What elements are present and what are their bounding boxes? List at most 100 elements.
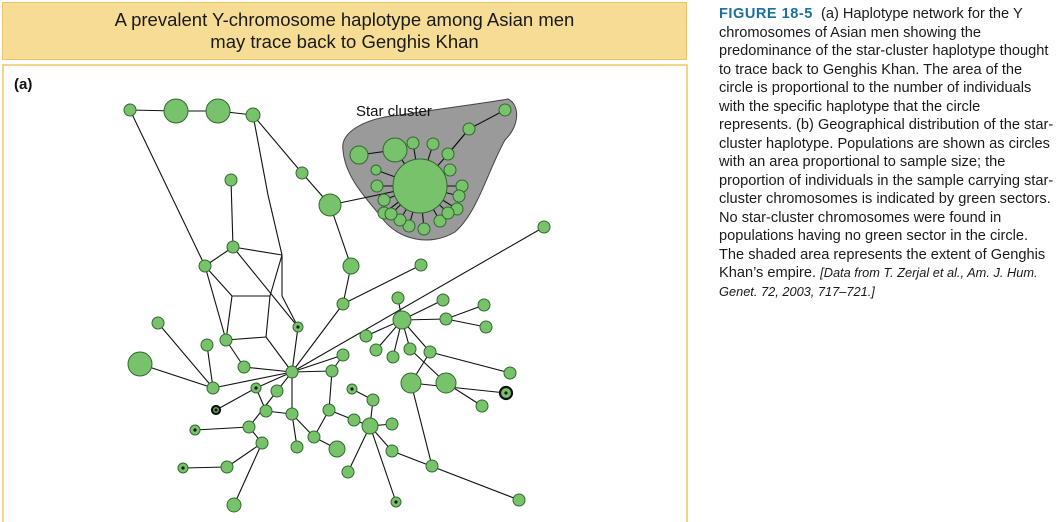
source-journal: Am. J. Hum. Genet.: [719, 265, 1038, 299]
star-cluster-node: [402, 219, 416, 233]
network-edge: [291, 370, 333, 373]
network-edge: [468, 109, 506, 130]
haplotype-node-dot: [394, 500, 398, 504]
network-edge: [265, 336, 293, 373]
network-edge: [225, 295, 233, 341]
star-cluster-node: [349, 145, 369, 165]
haplotype-node: [255, 436, 269, 450]
network-edge: [252, 114, 269, 196]
network-edge: [410, 382, 507, 394]
haplotype-node-dot: [181, 466, 185, 470]
haplotype-node: [163, 98, 189, 124]
network-edge: [328, 370, 333, 411]
haplotype-node: [322, 403, 336, 417]
network-edge: [230, 179, 234, 248]
haplotype-node-dot: [504, 391, 508, 395]
network-edge: [291, 226, 545, 373]
network-edge: [281, 295, 299, 328]
haplotype-node: [123, 103, 137, 117]
haplotype-node: [359, 329, 373, 343]
haplotype-node-dot: [254, 386, 258, 390]
haplotype-node: [385, 417, 399, 431]
haplotype-network: Star cluster: [123, 98, 551, 513]
caption-source: [Data from T. Zerjal et al., Am. J. Hum.…: [719, 265, 1038, 299]
haplotype-node: [477, 298, 491, 312]
network-edge: [225, 336, 267, 341]
haplotype-node: [400, 372, 422, 394]
haplotype-node: [475, 399, 489, 413]
network-edge: [157, 322, 214, 389]
network-edge: [182, 466, 228, 469]
haplotype-node: [392, 310, 412, 330]
haplotype-node: [318, 193, 342, 217]
network-edge: [243, 366, 293, 373]
star-cluster-node: [417, 222, 431, 236]
figure-title-line-1: A prevalent Y-chromosome haplotype among…: [114, 9, 575, 30]
star-cluster-node: [392, 158, 448, 214]
haplotype-node: [341, 465, 355, 479]
haplotype-node: [361, 417, 379, 435]
network-edge: [391, 450, 520, 501]
haplotype-node: [423, 345, 437, 359]
network-edge: [342, 264, 422, 305]
network-edge: [369, 425, 397, 503]
star-cluster-node: [382, 137, 408, 163]
haplotype-node-dot: [214, 408, 218, 412]
figure-number: FIGURE 18-5: [719, 6, 813, 22]
haplotype-node: [403, 342, 417, 356]
star-cluster-node: [370, 179, 384, 193]
haplotype-node: [198, 259, 212, 273]
star-cluster-node: [406, 136, 420, 150]
figure-title-box: A prevalent Y-chromosome haplotype among…: [2, 2, 687, 60]
network-edge: [194, 426, 250, 431]
haplotype-node-dot: [296, 325, 300, 329]
star-cluster-node: [370, 164, 382, 176]
haplotype-node: [205, 98, 231, 124]
haplotype-node: [347, 413, 361, 427]
haplotype-node: [270, 384, 284, 398]
network-edge: [429, 351, 511, 374]
star-cluster-node: [452, 189, 466, 203]
haplotype-node: [436, 293, 450, 307]
network-edge: [265, 295, 271, 338]
network-edge: [291, 354, 344, 373]
haplotype-node: [479, 320, 493, 334]
haplotype-node: [425, 459, 439, 473]
haplotype-node: [127, 351, 153, 377]
haplotype-node: [328, 440, 346, 458]
network-edge: [410, 382, 433, 467]
haplotype-node: [342, 257, 360, 275]
haplotype-node: [219, 333, 233, 347]
star-cluster-node: [498, 103, 512, 117]
network-edge: [291, 326, 299, 373]
haplotype-node: [414, 258, 428, 272]
star-cluster-node: [433, 214, 447, 228]
haplotype-node: [537, 220, 551, 234]
haplotype-node: [369, 343, 383, 357]
star-cluster-node: [384, 207, 398, 221]
network-edge: [139, 363, 214, 389]
network-edge: [204, 265, 227, 341]
haplotype-node: [226, 240, 240, 254]
haplotype-node: [439, 312, 453, 326]
star-cluster-node: [426, 137, 440, 151]
network-edge: [267, 194, 283, 256]
haplotype-node: [391, 291, 405, 305]
star-cluster-node: [443, 163, 457, 177]
star-cluster-node: [393, 213, 407, 227]
haplotype-node: [285, 365, 299, 379]
haplotype-node: [435, 372, 457, 394]
haplotype-node: [366, 393, 380, 407]
network-edge: [269, 254, 283, 297]
network-edge: [232, 246, 283, 256]
haplotype-node: [242, 420, 256, 434]
network-edge: [204, 265, 233, 297]
network-edge: [215, 387, 257, 411]
haplotype-node: [336, 297, 350, 311]
network-edge: [445, 318, 487, 328]
haplotype-node-dot: [350, 387, 354, 391]
haplotype-node: [336, 348, 350, 362]
figure-caption: FIGURE 18-5 (a) Haplotype network for th…: [719, 5, 1057, 301]
haplotype-node: [290, 440, 304, 454]
haplotype-node-dot: [193, 428, 197, 432]
